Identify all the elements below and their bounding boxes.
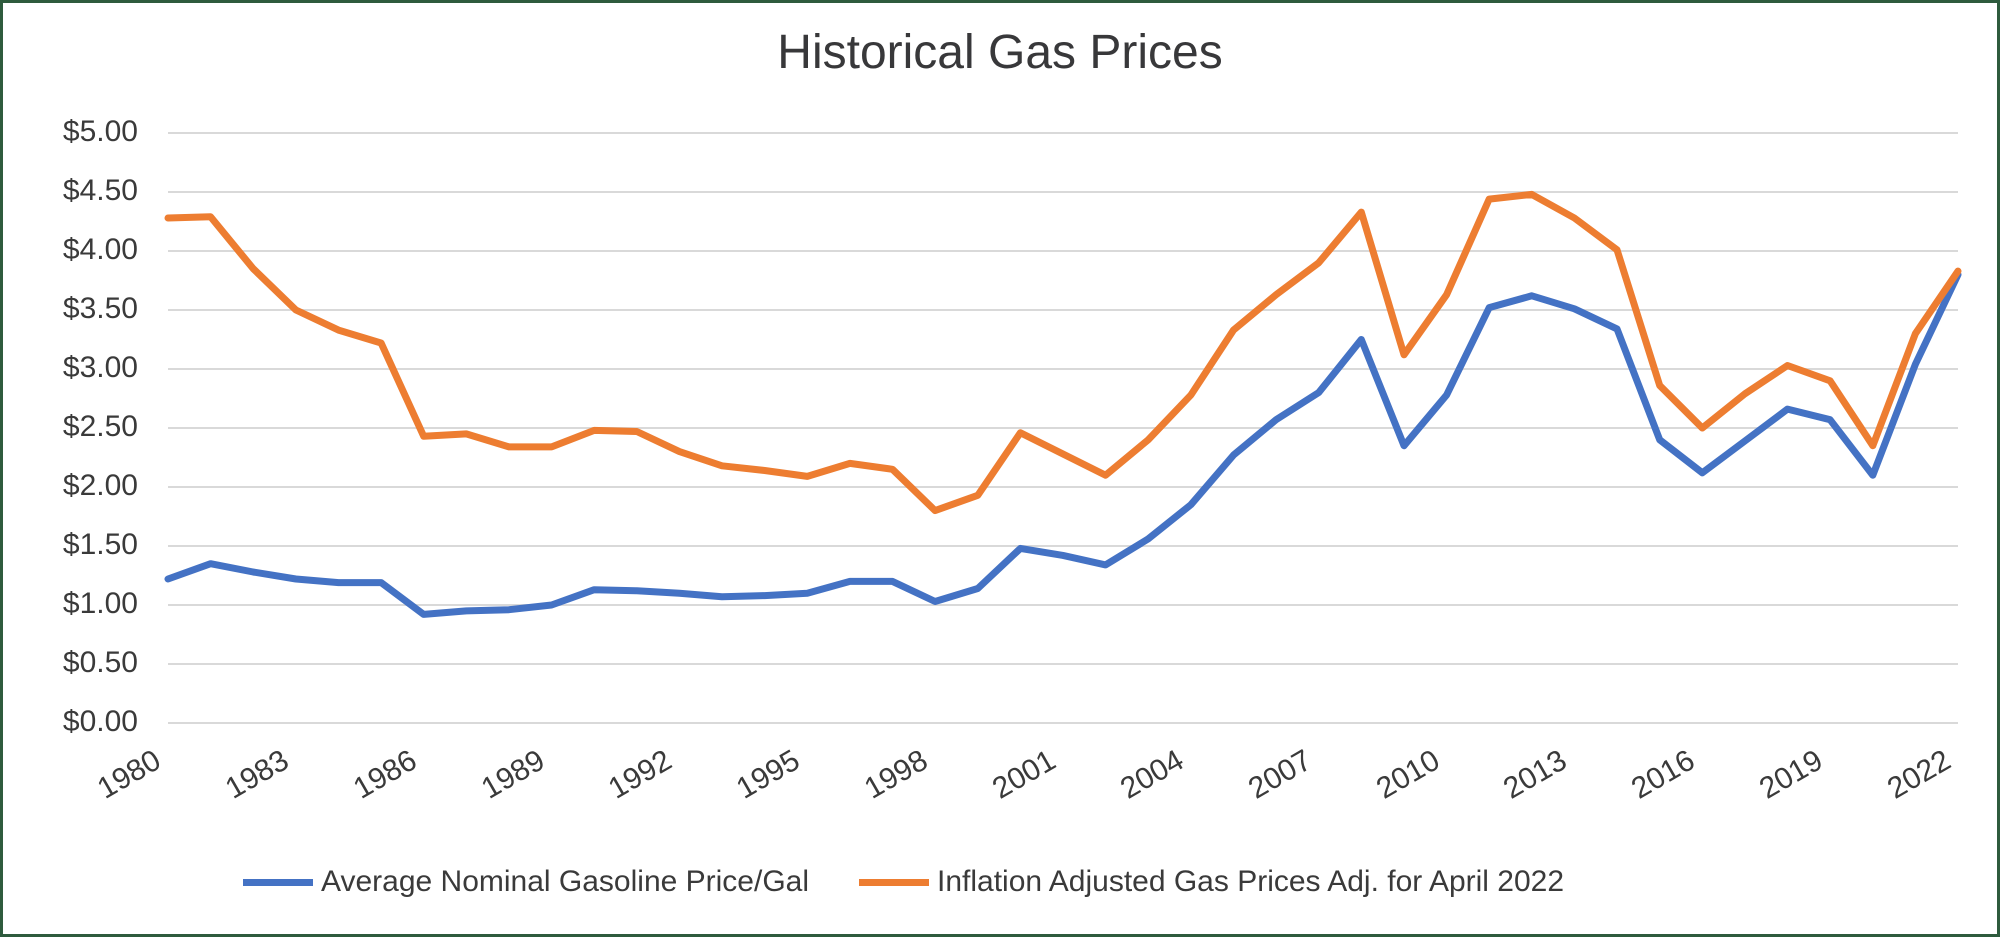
legend-item-1: Inflation Adjusted Gas Prices Adj. for A… — [859, 865, 1564, 899]
y-tick-label: $2.00 — [3, 469, 138, 503]
y-tick-label: $1.50 — [3, 528, 138, 562]
y-tick-label: $0.00 — [3, 705, 138, 739]
y-tick-label: $3.50 — [3, 292, 138, 326]
series-line-0 — [168, 275, 1958, 615]
y-tick-label: $2.50 — [3, 410, 138, 444]
y-tick-label: $3.00 — [3, 351, 138, 385]
legend-label: Average Nominal Gasoline Price/Gal — [321, 865, 809, 899]
y-tick-label: $4.50 — [3, 174, 138, 208]
chart-frame: Historical Gas Prices $0.00$0.50$1.00$1.… — [0, 0, 2000, 937]
y-tick-label: $1.00 — [3, 587, 138, 621]
y-tick-label: $5.00 — [3, 115, 138, 149]
legend-swatch — [243, 879, 313, 886]
legend-item-0: Average Nominal Gasoline Price/Gal — [243, 865, 809, 899]
legend-swatch — [859, 879, 929, 886]
legend-label: Inflation Adjusted Gas Prices Adj. for A… — [937, 865, 1564, 899]
y-tick-label: $4.00 — [3, 233, 138, 267]
y-tick-label: $0.50 — [3, 646, 138, 680]
legend: Average Nominal Gasoline Price/Gal Inflat… — [243, 865, 1564, 899]
